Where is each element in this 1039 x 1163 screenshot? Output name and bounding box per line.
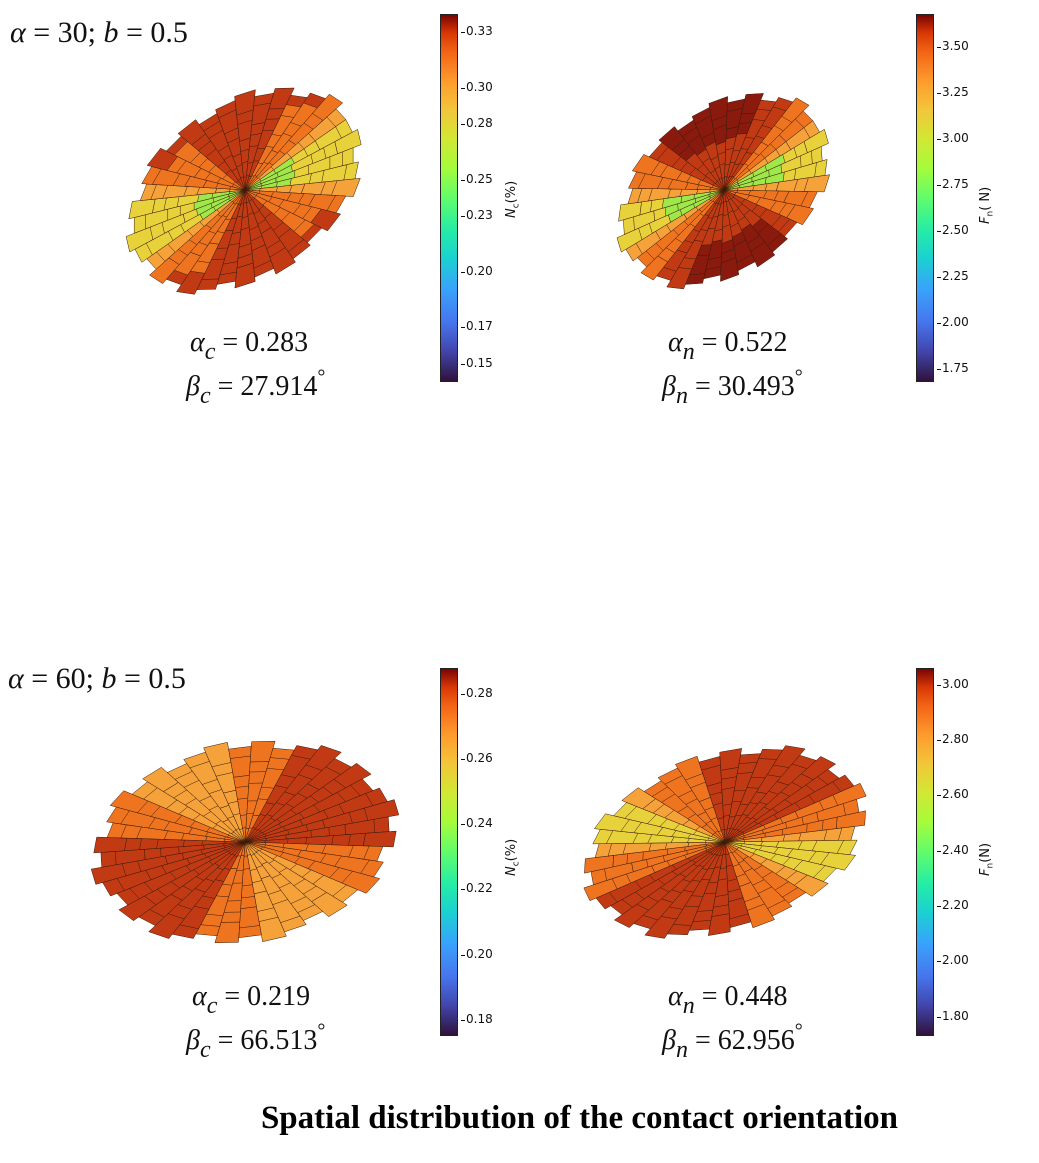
stat-beta-n-30: βn = 30.493° [662, 366, 803, 409]
colorbar-tick: 3.00 [937, 676, 969, 691]
stat-alpha-c-30: αc = 0.283 [190, 327, 309, 366]
colorbar-tick: 0.30 [461, 79, 493, 94]
stat-beta-n-60: βn = 62.956° [662, 1020, 803, 1063]
colorbar-tick: 0.25 [461, 171, 493, 186]
colorbar-tick: 0.28 [461, 116, 493, 131]
stat-alpha-n-30: αn = 0.522 [668, 327, 788, 366]
rose-diagram-contact-60 [90, 740, 400, 944]
colorbar-nc-30-title: Nc(%) [504, 180, 522, 218]
colorbar-fn-30 [916, 14, 934, 382]
colorbar-tick: 2.75 [937, 177, 969, 192]
colorbar-tick: 3.50 [937, 39, 969, 54]
colorbar-tick: 2.40 [937, 842, 969, 857]
colorbar-tick: 3.25 [937, 85, 969, 100]
stat-beta-c-60: βc = 66.513° [186, 1020, 326, 1063]
rose-cell [724, 833, 745, 843]
rose-cell [723, 177, 738, 191]
rose-cell [362, 830, 397, 848]
rose-diagram-force-60 [583, 745, 867, 939]
colorbar-tick: 0.17 [461, 318, 493, 333]
rose-diagram-force-30 [616, 93, 831, 290]
stat-alpha-n-60: αn = 0.448 [668, 981, 788, 1020]
rose-cell [239, 906, 260, 929]
rose-cell [230, 755, 251, 778]
colorbar-tick: 3.00 [937, 131, 969, 146]
stat-beta-c-30: βc = 27.914° [186, 366, 326, 409]
colorbar-tick: 2.00 [937, 953, 969, 968]
colorbar-tick: 0.20 [461, 263, 493, 278]
rose-diagram-contact-30 [125, 87, 362, 295]
colorbar-tick: 0.23 [461, 208, 493, 223]
rose-cell [244, 177, 261, 191]
colorbar-nc-60-title: Nc(%) [504, 838, 522, 876]
figure-caption: Spatial distribution of the contact orie… [260, 1100, 899, 1136]
stat-alpha-c-60: αc = 0.219 [192, 981, 311, 1020]
colorbar-fn-60-title: Fn(N) [978, 842, 996, 876]
colorbar-tick: 1.80 [937, 1008, 969, 1023]
colorbar-tick: 2.20 [937, 897, 969, 912]
colorbar-tick: 0.20 [461, 946, 493, 961]
colorbar-tick: 2.25 [937, 269, 969, 284]
panel-1-label: α = 30; b = 0.5 [10, 16, 188, 49]
rose-cell [244, 836, 266, 843]
colorbar-fn-30-title: Fn( N) [978, 186, 996, 224]
colorbar-tick: 0.15 [461, 355, 493, 370]
colorbar-nc-30 [440, 14, 458, 382]
colorbar-tick: 0.24 [461, 816, 493, 831]
colorbar-tick: 0.33 [461, 24, 493, 39]
colorbar-tick: 0.26 [461, 751, 493, 766]
colorbar-tick: 0.22 [461, 881, 493, 896]
colorbar-tick: 2.50 [937, 223, 969, 238]
colorbar-nc-60 [440, 668, 458, 1036]
colorbar-tick: 2.60 [937, 787, 969, 802]
colorbar-tick: 2.00 [937, 315, 969, 330]
colorbar-tick: 1.75 [937, 361, 969, 376]
panel-2-label: α = 60; b = 0.5 [8, 662, 186, 695]
rose-cell [93, 836, 128, 854]
colorbar-tick: 2.80 [937, 731, 969, 746]
colorbar-tick: 0.28 [461, 686, 493, 701]
colorbar-fn-60 [916, 668, 934, 1036]
colorbar-tick: 0.18 [461, 1011, 493, 1026]
